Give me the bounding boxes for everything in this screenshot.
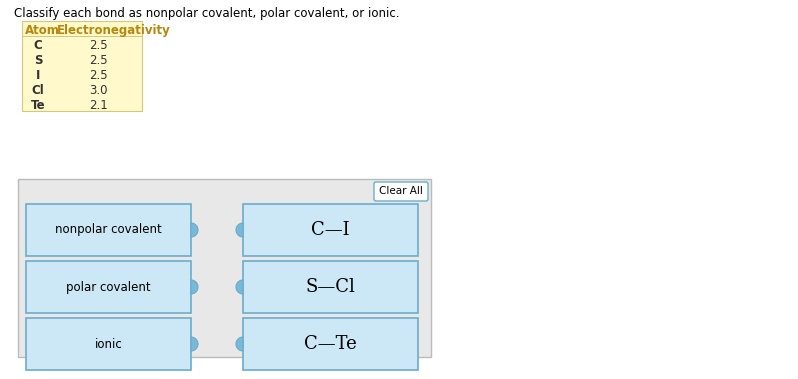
FancyBboxPatch shape: [26, 318, 191, 370]
Polygon shape: [191, 280, 198, 294]
Text: C: C: [34, 39, 42, 52]
Text: S: S: [34, 54, 42, 67]
Polygon shape: [236, 223, 243, 237]
Text: Te: Te: [30, 99, 45, 112]
Text: polar covalent: polar covalent: [66, 280, 151, 293]
FancyBboxPatch shape: [243, 318, 418, 370]
Text: I: I: [36, 69, 40, 82]
Text: Cl: Cl: [32, 84, 45, 97]
Text: C—I: C—I: [311, 221, 350, 239]
FancyBboxPatch shape: [26, 261, 191, 313]
Text: 2.5: 2.5: [89, 54, 107, 67]
Polygon shape: [191, 337, 198, 351]
FancyBboxPatch shape: [22, 21, 142, 111]
Text: Electronegativity: Electronegativity: [57, 24, 171, 37]
Text: 2.5: 2.5: [89, 39, 107, 52]
Text: 2.5: 2.5: [89, 69, 107, 82]
Polygon shape: [191, 223, 198, 237]
Text: Clear All: Clear All: [379, 186, 423, 196]
FancyBboxPatch shape: [374, 182, 428, 201]
FancyBboxPatch shape: [243, 204, 418, 256]
Text: 2.1: 2.1: [89, 99, 108, 112]
Text: S—Cl: S—Cl: [306, 278, 355, 296]
FancyBboxPatch shape: [26, 204, 191, 256]
Text: ionic: ionic: [95, 338, 122, 351]
Text: nonpolar covalent: nonpolar covalent: [55, 224, 162, 236]
Text: 3.0: 3.0: [89, 84, 107, 97]
Polygon shape: [236, 337, 243, 351]
Text: C—Te: C—Te: [304, 335, 357, 353]
FancyBboxPatch shape: [18, 179, 431, 357]
Text: Atom: Atom: [25, 24, 60, 37]
FancyBboxPatch shape: [243, 261, 418, 313]
Polygon shape: [236, 280, 243, 294]
Text: Classify each bond as nonpolar covalent, polar covalent, or ionic.: Classify each bond as nonpolar covalent,…: [14, 7, 400, 20]
